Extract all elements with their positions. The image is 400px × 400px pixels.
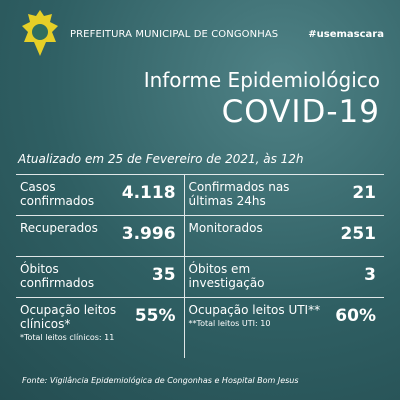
stat-value: 55% <box>134 306 176 326</box>
stat-cell: Ocupação leitos clínicos* 55% *Total leito… <box>16 298 184 358</box>
coat-of-arms <box>22 10 58 56</box>
organization: PREFEITURA MUNICIPAL DE CONGONHAS <box>70 29 279 40</box>
stats-row: Casos confirmados 4.118 Confirmados nas úl… <box>16 174 384 215</box>
stats-row: Recuperados 3.996 Monitorados 251 <box>16 215 384 256</box>
stat-label: Confirmados nas últimas 24hs <box>188 180 290 208</box>
stat-value: 3.996 <box>121 224 176 244</box>
stats-grid: Casos confirmados 4.118 Confirmados nas úl… <box>16 174 384 358</box>
hashtag: #usemascara <box>308 29 384 40</box>
stat-cell: Confirmados nas últimas 24hs 21 <box>183 175 384 215</box>
stat-label: Ocupação leitos UTI** <box>188 303 321 317</box>
stat-value: 4.118 <box>121 183 176 203</box>
stat-value: 3 <box>364 265 376 285</box>
stat-value: 60% <box>335 306 376 326</box>
stats-row: Óbitos confirmados 35 Óbitos em investigaç… <box>16 256 384 297</box>
stats-row: Ocupação leitos clínicos* 55% *Total leito… <box>16 297 384 358</box>
stat-cell: Monitorados 251 <box>183 216 384 256</box>
source: Fonte: Vigilância Epidemiológica de Cong… <box>22 376 299 385</box>
updated: Atualizado em 25 de Fevereiro de 2021, à… <box>18 152 304 166</box>
subtitle: COVID-19 <box>221 94 380 130</box>
stat-label: Monitorados <box>188 221 263 235</box>
stat-value: 251 <box>340 224 377 244</box>
stat-value: 35 <box>151 265 176 285</box>
stat-label: Recuperados <box>20 221 98 235</box>
stat-cell: Recuperados 3.996 <box>16 216 184 256</box>
stat-note: **Total leitos UTI: 10 <box>188 319 271 328</box>
stat-value: 21 <box>352 183 376 203</box>
stat-label: Óbitos em investigação <box>188 262 265 290</box>
stat-label: Casos confirmados <box>20 180 95 208</box>
stat-cell: Casos confirmados 4.118 <box>16 175 184 215</box>
stat-cell: Óbitos em investigação 3 <box>183 257 384 297</box>
stat-cell: Ocupação leitos UTI** 60% **Total leitos U… <box>183 298 384 358</box>
stat-note: *Total leitos clínicos: 11 <box>20 333 115 342</box>
title: Informe Epidemiológico <box>143 68 380 92</box>
stat-cell: Óbitos confirmados 35 <box>16 257 184 297</box>
stat-label: Ocupação leitos clínicos* <box>20 303 117 331</box>
stat-label: Óbitos confirmados <box>20 262 95 290</box>
